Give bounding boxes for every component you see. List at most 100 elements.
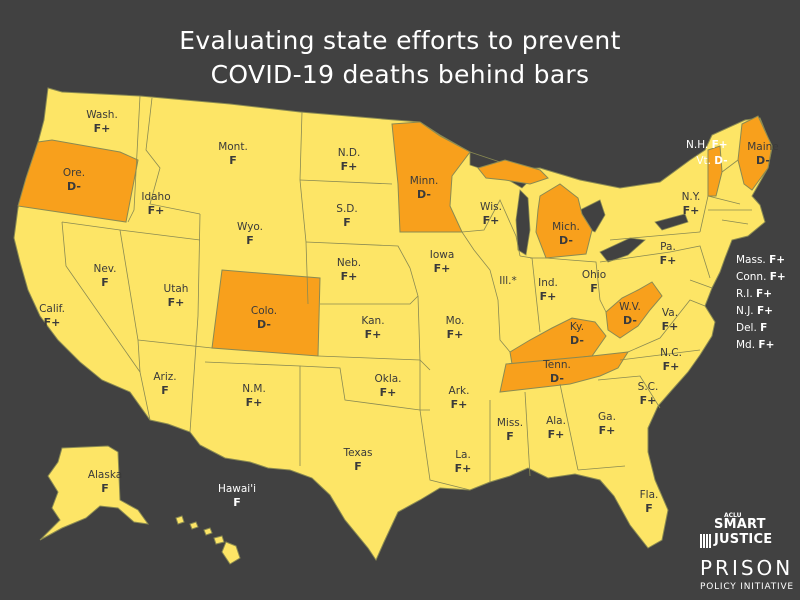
state-grade-minn: D- [417,188,431,201]
state-label-ark: Ark. [449,385,470,397]
logo-justice: JUSTICE [714,532,773,547]
state-grade-ala: F+ [548,428,565,441]
state-label-mo: Mo. [446,315,465,327]
state-grade-wv: D- [623,314,637,327]
state-label-va: Va. [662,307,678,319]
state-grade-sd: F [343,216,351,229]
logo-smart: SMART [714,517,766,532]
state-label-alaska: Alaska [88,469,122,481]
state-label-nc: N.C. [660,347,682,359]
state-grade-wash: F+ [94,122,111,135]
state-label-tenn: Tenn. [542,359,571,371]
state-label-ga: Ga. [598,411,616,423]
state-grade-nm: F+ [246,396,263,409]
state-grade-mo: F+ [447,328,464,341]
state-grade-ky: D- [570,334,584,347]
state-label-la: La. [455,449,471,461]
state-label-maine: Maine [747,141,779,153]
state-grade-neb: F+ [341,270,358,283]
state-grade-tenn: D- [550,372,564,385]
state-grade-va: F+ [662,320,679,333]
state-grade-utah: F+ [168,296,185,309]
state-shape-mich [477,159,593,259]
state-shape-wv [605,281,663,339]
callout-nj: N.J. F+ [736,305,773,317]
logo-policy-initiative: POLICY INITIATIVE [700,582,794,592]
state-shape-alaska [39,445,150,541]
aclu-bars-icon [700,534,711,548]
state-shape-ore [17,139,139,223]
state-label-minn: Minn. [410,175,439,187]
state-grade-fla: F [645,502,653,515]
state-label-ky: Ky. [570,321,584,333]
state-label-idaho: Idaho [141,191,170,203]
state-grade-nc: F+ [663,360,680,373]
state-label-pa: Pa. [660,241,676,253]
state-grade-wis: F+ [483,214,500,227]
state-grade-kan: F+ [365,328,382,341]
state-label-nev: Nev. [93,263,116,275]
state-label-hawaii: Hawai'i [218,483,256,495]
callout-ri: R.I. F+ [736,288,773,300]
state-grade-nd: F+ [341,160,358,173]
state-grade-calif: F+ [44,316,61,329]
state-label-texas: Texas [342,447,372,459]
state-grade-idaho: F+ [148,204,165,217]
us-mainland-shape [13,87,773,562]
state-grade-miss: F [506,430,514,443]
state-label-mont: Mont. [218,141,248,153]
state-grade-la: F+ [455,462,472,475]
state-borders [61,95,752,491]
state-grade-wyo: F [246,234,254,247]
lake-shape [599,237,646,263]
callout-md: Md. F+ [736,339,775,351]
state-label-okla: Okla. [374,373,401,385]
state-shape-hawaii [175,515,241,565]
state-grade-hawaii: F [233,496,241,509]
east-callouts: Mass. F+ Conn. F+ R.I. F+ N.J. F+ Del. F… [736,252,786,354]
state-label-ohio: Ohio [582,269,606,281]
state-grade-ariz: F [161,384,169,397]
state-grade-iowa: F+ [434,262,451,275]
state-label-mich: Mich. [552,221,580,233]
lake-shape [515,189,531,256]
state-shape-minn [391,121,471,233]
callout-conn: Conn. F+ [736,271,786,283]
state-label-kan: Kan. [361,315,384,327]
callout-nh: N.H. F+ [686,139,728,151]
callout-vt: Vt. D- [696,155,728,167]
state-grade-ind: F+ [540,290,557,303]
state-grade-sc: F+ [640,394,657,407]
state-label-ore: Ore. [63,167,85,179]
state-label-wyo: Wyo. [237,221,263,233]
state-grade-mont: F [229,154,237,167]
state-label-ariz: Ariz. [153,371,176,383]
state-shape-tenn [499,351,629,393]
state-label-utah: Utah [164,283,189,295]
state-label-wis: Wis. [480,201,502,213]
map-title: Evaluating state efforts to prevent COVI… [0,24,800,92]
lake-shape [654,213,689,231]
state-label-fla: Fla. [640,489,659,501]
state-grade-ark: F+ [451,398,468,411]
state-label-sd: S.D. [336,203,357,215]
state-label-sc: S.C. [638,381,659,393]
state-grade-ohio: F [590,282,598,295]
state-grade-texas: F [354,460,362,473]
title-line-1: Evaluating state efforts to prevent [179,26,621,55]
state-label-wv: W.V. [619,301,641,313]
state-label-ind: Ind. [538,277,558,289]
state-grade-maine: D- [756,154,770,167]
state-label-wash: Wash. [86,109,118,121]
callout-mass: Mass. F+ [736,254,786,266]
state-grade-okla: F+ [380,386,397,399]
state-label-iowa: Iowa [430,249,455,261]
state-grade-ore: D- [67,180,81,193]
state-label-nd: N.D. [338,147,361,159]
state-label-ala: Ala. [546,415,566,427]
state-label-ny: N.Y. [682,191,701,203]
state-grade-ny: F+ [683,204,700,217]
state-label-miss: Miss. [497,417,523,429]
